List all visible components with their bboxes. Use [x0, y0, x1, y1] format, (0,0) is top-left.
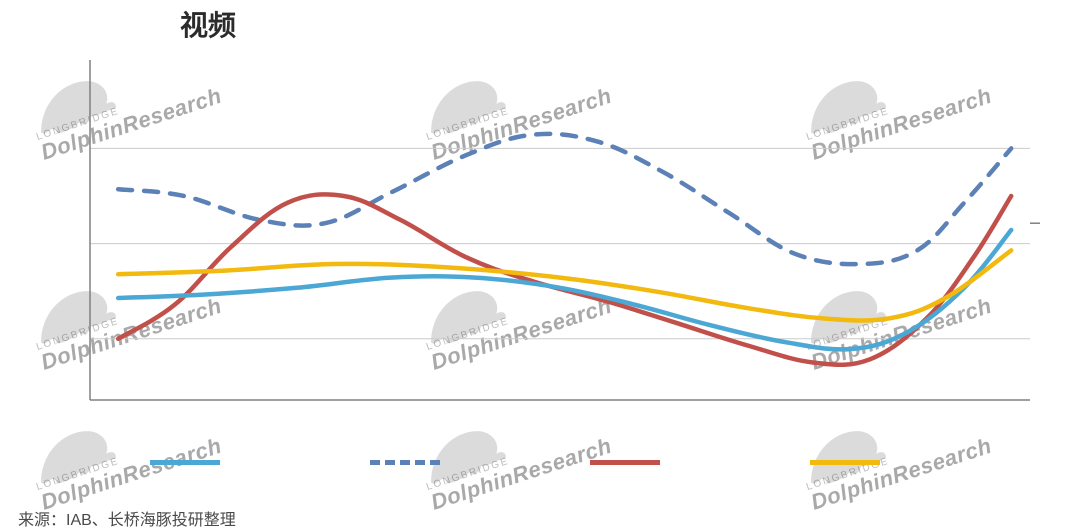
- legend-swatch: [370, 460, 440, 465]
- legend-item-series_yellow: [810, 450, 880, 474]
- legend-swatch: [810, 460, 880, 465]
- legend-item-series_blue_dashed: [370, 450, 440, 474]
- legend-item-series_red: [590, 450, 660, 474]
- series-series_cyan: [118, 230, 1011, 349]
- series-series_blue_dashed: [118, 134, 1011, 264]
- legend-item-series_cyan: [150, 450, 220, 474]
- chart-gridlines: [90, 148, 1030, 338]
- chart-axes: [90, 60, 1040, 400]
- chart-series: [118, 134, 1011, 365]
- legend-swatch: [590, 460, 660, 465]
- legend-swatch: [150, 460, 220, 465]
- source-attribution: 来源：IAB、长桥海豚投研整理: [18, 506, 236, 530]
- chart-container: 视频 LONGBRIDGEDolphinResearchLONGBRIDGEDo…: [0, 0, 1080, 531]
